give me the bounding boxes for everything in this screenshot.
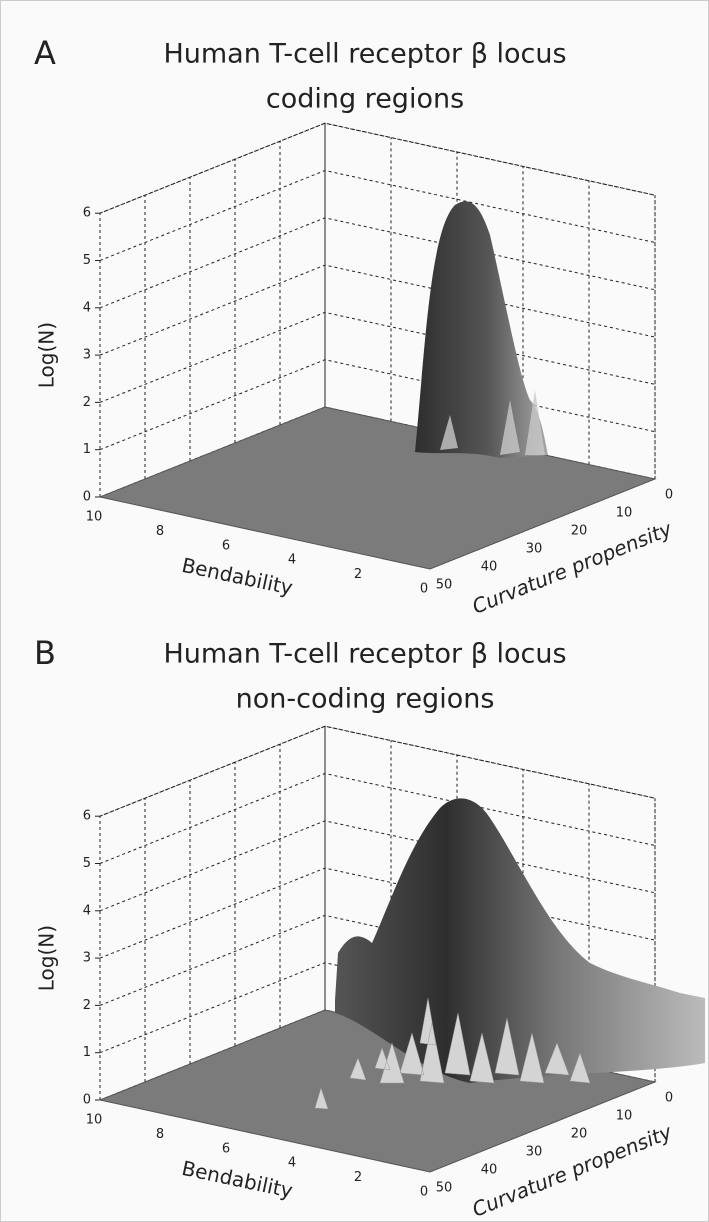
z-tick-label: 5 <box>83 856 91 871</box>
grid-line <box>99 962 656 1054</box>
floor <box>98 406 657 570</box>
grid-line <box>99 264 656 356</box>
z-tick-label: 0 <box>83 1093 91 1108</box>
z-axis-label: Log(N) <box>35 322 59 388</box>
x-tick-label: 4 <box>288 1156 296 1171</box>
grid-line <box>99 867 656 959</box>
y-tick-label: 0 <box>665 1091 673 1106</box>
floor <box>98 1009 657 1173</box>
z-tick-label: 4 <box>83 300 91 315</box>
grid-line <box>99 820 656 912</box>
y-tick-label: 10 <box>616 1109 633 1124</box>
y-tick-label: 20 <box>571 1127 588 1142</box>
y-tick-label: 40 <box>481 560 498 575</box>
panel-label: B <box>34 634 56 672</box>
x-tick-label: 2 <box>354 1170 362 1185</box>
y-tick-label: 20 <box>571 524 588 539</box>
z-tick-label: 6 <box>83 809 91 824</box>
y-tick-label: 10 <box>616 506 633 521</box>
chart-title: coding regions <box>266 84 464 115</box>
x-tick-label: 0 <box>420 582 428 597</box>
grid-line <box>99 217 656 309</box>
x-tick-label: 6 <box>222 538 230 553</box>
x-tick-label: 10 <box>86 1113 103 1128</box>
surface <box>314 798 705 1110</box>
z-tick-label: 5 <box>83 253 91 268</box>
x-tick-label: 4 <box>288 553 296 568</box>
chart-title: Human T-cell receptor β locus <box>163 639 566 670</box>
x-tick-label: 2 <box>354 567 362 582</box>
y-tick-label: 50 <box>436 578 453 593</box>
z-tick-label: 2 <box>83 395 91 410</box>
z-axis-label: Log(N) <box>35 925 59 991</box>
chart-title: non-coding regions <box>236 684 495 715</box>
grid-line <box>99 311 656 403</box>
y-tick-label: 30 <box>526 542 543 557</box>
z-tick-label: 3 <box>83 348 91 363</box>
x-tick-label: 8 <box>156 1127 164 1142</box>
z-tick-label: 3 <box>83 951 91 966</box>
z-tick-label: 2 <box>83 998 91 1013</box>
x-tick-label: 10 <box>86 510 103 525</box>
z-tick-label: 6 <box>83 206 91 221</box>
y-tick-label: 30 <box>526 1145 543 1160</box>
z-tick-label: 4 <box>83 903 91 918</box>
x-tick-label: 6 <box>222 1141 230 1156</box>
x-tick-label: 0 <box>420 1185 428 1200</box>
surface <box>415 201 548 458</box>
grid-line <box>99 122 656 214</box>
z-tick-label: 1 <box>83 1045 91 1060</box>
y-tick-label: 40 <box>481 1163 498 1178</box>
x-tick-label: 8 <box>156 524 164 539</box>
y-tick-label: 0 <box>665 488 673 503</box>
z-tick-label: 1 <box>83 442 91 457</box>
grid-line <box>99 914 656 1006</box>
chart-title: Human T-cell receptor β locus <box>163 39 566 70</box>
y-tick-label: 50 <box>436 1181 453 1196</box>
grid-line <box>99 359 656 451</box>
panel-label: A <box>34 34 56 72</box>
z-tick-label: 0 <box>83 490 91 505</box>
